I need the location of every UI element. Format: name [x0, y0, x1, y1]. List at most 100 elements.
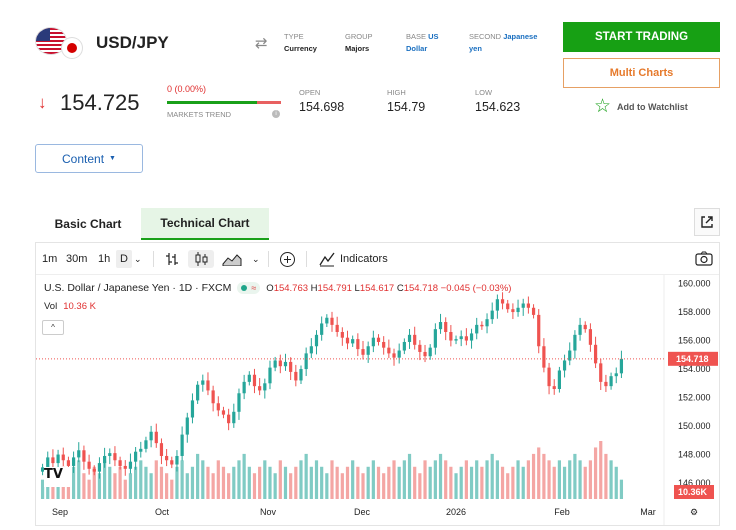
timeframe-chevron-icon[interactable]: ⌄ — [134, 253, 142, 264]
volume-bar — [180, 460, 184, 499]
add-compare-icon[interactable] — [279, 250, 296, 268]
tab-basic-chart[interactable]: Basic Chart — [54, 217, 122, 231]
us-flag-icon — [36, 28, 66, 54]
content-dropdown[interactable]: Content ▼ — [35, 144, 143, 173]
candle-body — [469, 333, 474, 341]
volume-bar — [521, 466, 525, 499]
candle-body — [537, 314, 541, 347]
caret-down-icon: ▼ — [109, 155, 116, 162]
volume-bar — [185, 473, 189, 499]
volume-bar — [242, 453, 246, 499]
y-tick-label: 146.000 — [678, 478, 711, 488]
volume-bar — [526, 460, 530, 499]
candle-body — [180, 434, 184, 456]
volume-bar — [335, 466, 339, 499]
candle-style-icon[interactable] — [188, 250, 214, 268]
chart-style-chevron-icon[interactable]: ⌄ — [252, 253, 260, 264]
tab-technical-chart[interactable]: Technical Chart — [141, 208, 269, 240]
volume-bar — [392, 460, 396, 499]
candle-body — [206, 380, 210, 391]
volume-bar — [283, 466, 288, 499]
volume-bar — [175, 466, 179, 499]
camera-icon[interactable] — [695, 251, 713, 271]
add-to-watchlist-button[interactable]: ☆ Add to Watchlist — [594, 96, 688, 117]
candle-body — [196, 384, 200, 401]
volume-bar — [206, 466, 210, 499]
y-tick-label: 156.000 — [678, 336, 711, 346]
volume-bar — [464, 460, 468, 499]
bar-style-icon[interactable] — [164, 250, 180, 268]
current-price: 154.725 — [60, 90, 140, 115]
candle-body — [356, 339, 360, 350]
candle-body — [66, 460, 71, 466]
candle-body — [557, 370, 562, 389]
japan-flag-icon — [62, 38, 82, 58]
volume-tag-bg — [674, 485, 714, 499]
volume-bar — [469, 466, 474, 499]
chart-toolbar: 1m 30m 1h D ⌄ ⌄ Indicators — [36, 243, 719, 275]
candle-body — [583, 324, 587, 330]
candle-body — [201, 380, 205, 385]
candle-body — [454, 339, 458, 341]
indicators-button[interactable]: Indicators — [319, 250, 388, 268]
candle-body — [139, 448, 143, 452]
candle-body — [294, 371, 298, 381]
candle-body — [542, 346, 546, 368]
volume-bar — [438, 453, 443, 499]
volume-bar — [123, 479, 127, 499]
price-plot[interactable]: 160.000 158.000 156.000 154.000 152.000 150.0… — [36, 275, 720, 526]
candle-body — [128, 461, 133, 469]
open-external-icon[interactable] — [694, 208, 720, 236]
timeframe-d[interactable]: D — [116, 250, 132, 268]
candle-body — [170, 460, 174, 465]
candle-body — [521, 303, 525, 308]
technical-chart[interactable]: 1m 30m 1h D ⌄ ⌄ Indicators 160.000 158.00… — [35, 242, 720, 526]
candle-body — [108, 453, 112, 456]
volume-bar — [211, 473, 215, 499]
candle-body — [397, 350, 401, 358]
candle-body — [402, 341, 406, 351]
market-status-icon: ≈ — [237, 282, 261, 294]
collapse-legend-icon[interactable]: ^ — [42, 320, 64, 335]
volume-bar — [201, 460, 205, 499]
volume-bar — [340, 473, 344, 499]
timeframe-1h[interactable]: 1h — [98, 253, 111, 265]
volume-bar — [118, 466, 122, 499]
y-tick-label: 158.000 — [678, 307, 711, 317]
multi-charts-button[interactable]: Multi Charts — [563, 58, 720, 88]
candle-body — [366, 346, 370, 355]
volume-legend: Vol 10.36 K — [44, 301, 96, 312]
timeframe-30m[interactable]: 30m — [66, 253, 88, 265]
volume-bar — [77, 460, 81, 499]
swap-icon[interactable]: ⇄ — [255, 35, 268, 52]
candle-body — [599, 363, 603, 382]
candle-body — [320, 323, 324, 335]
start-trading-button[interactable]: START TRADING — [563, 22, 720, 52]
candle-body — [490, 310, 494, 320]
volume-tag: 10.36K — [678, 487, 708, 497]
volume-bar — [397, 466, 401, 499]
volume-bar — [433, 460, 437, 499]
info-icon[interactable]: i — [272, 110, 280, 118]
candle-body — [407, 334, 412, 342]
candle-body — [418, 344, 422, 352]
candle-body — [216, 403, 220, 411]
volume-bar — [268, 466, 272, 499]
price-change: 0 (0.00%) — [167, 84, 207, 94]
volume-bar — [500, 466, 505, 499]
candle-body — [165, 455, 169, 461]
candle-body — [568, 350, 572, 361]
meta-type: TYPE Currency — [284, 32, 317, 53]
volume-bar — [557, 460, 562, 499]
candle-body — [102, 455, 107, 464]
y-tick-label: 148.000 — [678, 450, 711, 460]
candle-body — [433, 329, 437, 348]
candle-body — [325, 317, 329, 324]
volume-bar — [40, 479, 45, 499]
candle-body — [340, 332, 344, 338]
candle-body — [82, 450, 86, 462]
area-style-icon[interactable] — [222, 250, 242, 268]
candle-body — [552, 386, 556, 389]
timeframe-1m[interactable]: 1m — [42, 253, 58, 265]
volume-bar — [614, 466, 618, 499]
